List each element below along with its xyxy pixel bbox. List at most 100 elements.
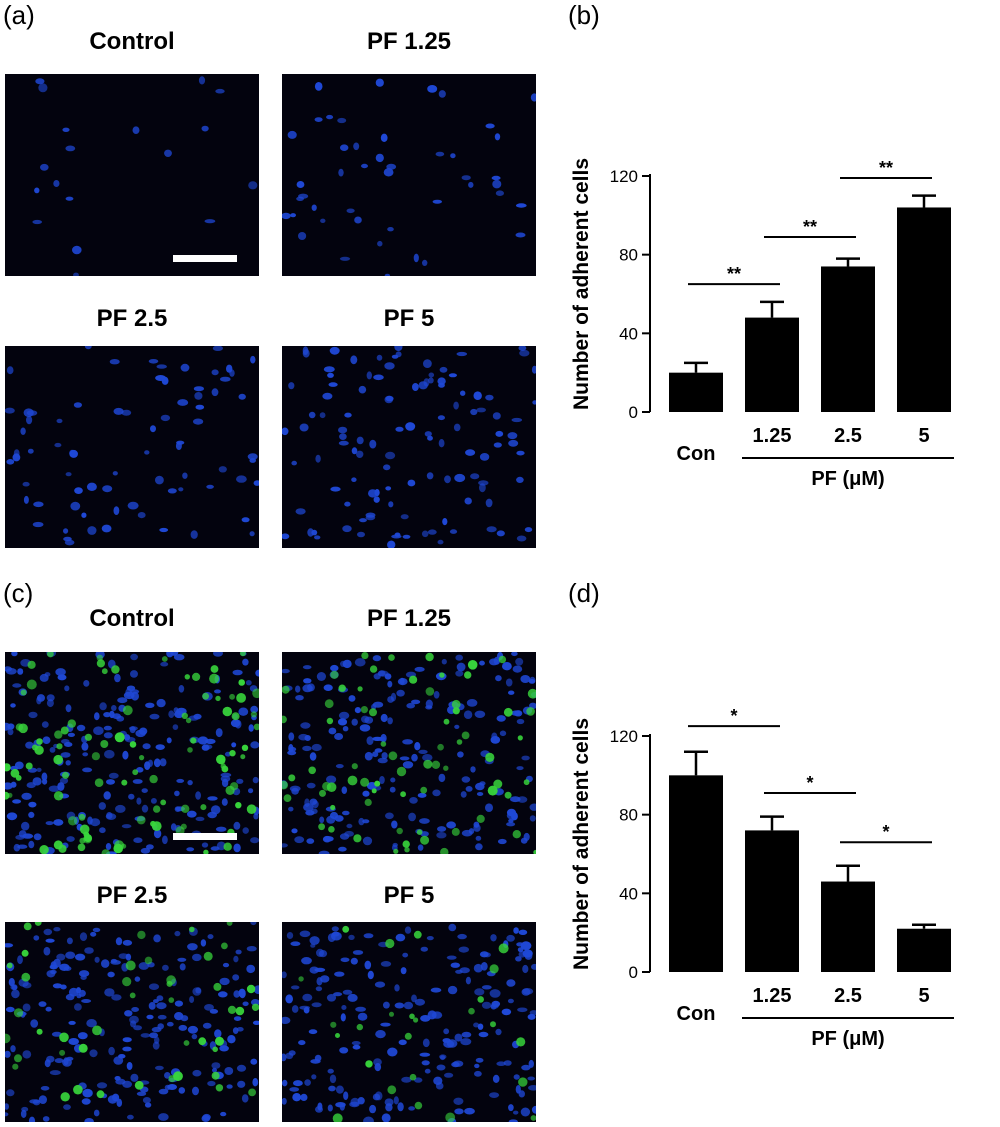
nucleus (215, 88, 225, 94)
nucleus (506, 934, 515, 942)
nucleus (236, 475, 247, 483)
micrograph-a-pf125 (282, 74, 536, 276)
nucleus (426, 472, 434, 480)
nucleus (502, 662, 512, 671)
green-cell (34, 745, 44, 755)
nucleus (463, 710, 473, 719)
nucleus (57, 674, 67, 681)
nucleus (404, 926, 412, 934)
nucleus (362, 790, 370, 797)
nucleus (10, 1045, 16, 1053)
nucleus (304, 735, 311, 741)
nucleus (453, 401, 459, 410)
nucleus (302, 993, 313, 1002)
nucleus (215, 728, 223, 738)
nucleus (178, 487, 184, 492)
nucleus (338, 711, 350, 720)
panel-letter-c: (c) (3, 578, 34, 608)
nucleus (5, 1103, 9, 1110)
nucleus (287, 130, 297, 139)
nucleus (236, 1064, 247, 1072)
nucleus (532, 400, 536, 405)
green-cell (489, 964, 499, 974)
nucleus (52, 983, 63, 989)
nucleus (400, 967, 407, 975)
nucleus (106, 779, 115, 785)
nucleus (233, 843, 241, 853)
nucleus (455, 654, 463, 661)
nucleus (446, 955, 457, 960)
nucleus (154, 1036, 160, 1044)
green-cell (212, 1046, 218, 1053)
nucleus (454, 473, 466, 483)
nucleus (255, 669, 259, 677)
nucleus (168, 710, 175, 718)
nucleus (98, 802, 107, 810)
nucleus (27, 448, 34, 454)
nucleus (485, 803, 493, 812)
nucleus (214, 689, 221, 694)
nucleus (338, 426, 348, 434)
nucleus (158, 1113, 169, 1121)
nucleus (121, 409, 132, 416)
x-tick-label: 5 (918, 985, 929, 1007)
green-cell (121, 779, 128, 786)
nucleus (83, 680, 90, 687)
nucleus (42, 1116, 50, 1122)
green-cell (282, 780, 288, 790)
nucleus (246, 946, 257, 952)
x-tick-label: Con (677, 443, 716, 465)
green-cell (23, 922, 32, 931)
green-cell (451, 827, 460, 836)
micrograph-image (282, 652, 536, 854)
green-cell (357, 686, 363, 692)
green-cell (365, 1060, 373, 1068)
nucleus (285, 1052, 294, 1059)
nucleus (103, 725, 112, 731)
chart-svg: Number of adherent cells 0 40 80 120 Con 1.25 2… (570, 706, 954, 1050)
nucleus (5, 1112, 9, 1117)
nucleus (349, 1101, 360, 1108)
nucleus (138, 962, 149, 970)
nucleus (148, 983, 160, 990)
nucleus (359, 518, 367, 523)
nucleus (516, 450, 525, 456)
nucleus (148, 1002, 156, 1010)
nucleus (438, 773, 446, 783)
nucleus (323, 684, 333, 691)
nucleus (287, 750, 297, 756)
nucleus (130, 670, 138, 678)
nucleus (465, 449, 476, 456)
green-cell (498, 655, 507, 664)
green-cell (129, 741, 137, 748)
nucleus (387, 227, 394, 232)
nucleus (414, 998, 425, 1006)
nucleus (439, 366, 448, 373)
nucleus (193, 386, 204, 392)
green-cell (223, 842, 232, 851)
nucleus (366, 371, 372, 380)
nucleus (479, 660, 485, 666)
nucleus (21, 792, 32, 800)
nucleus (402, 761, 414, 769)
nucleus (489, 1092, 500, 1098)
nucleus (358, 817, 365, 826)
green-cell (338, 684, 346, 692)
significance-label: * (806, 773, 813, 793)
nucleus (466, 699, 478, 707)
nucleus (226, 364, 233, 373)
nucleus (250, 355, 256, 364)
nucleus (529, 815, 536, 822)
green-cell (487, 785, 498, 796)
nucleus (330, 664, 339, 672)
nucleus (173, 654, 185, 661)
nucleus (387, 680, 393, 688)
nucleus (386, 163, 397, 170)
panel-letter-a: (a) (3, 0, 35, 30)
green-cell (369, 708, 377, 717)
nucleus (457, 933, 467, 940)
nucleus (28, 711, 38, 719)
nucleus (352, 1044, 361, 1050)
nucleus (118, 953, 129, 959)
green-cell (330, 1021, 337, 1028)
